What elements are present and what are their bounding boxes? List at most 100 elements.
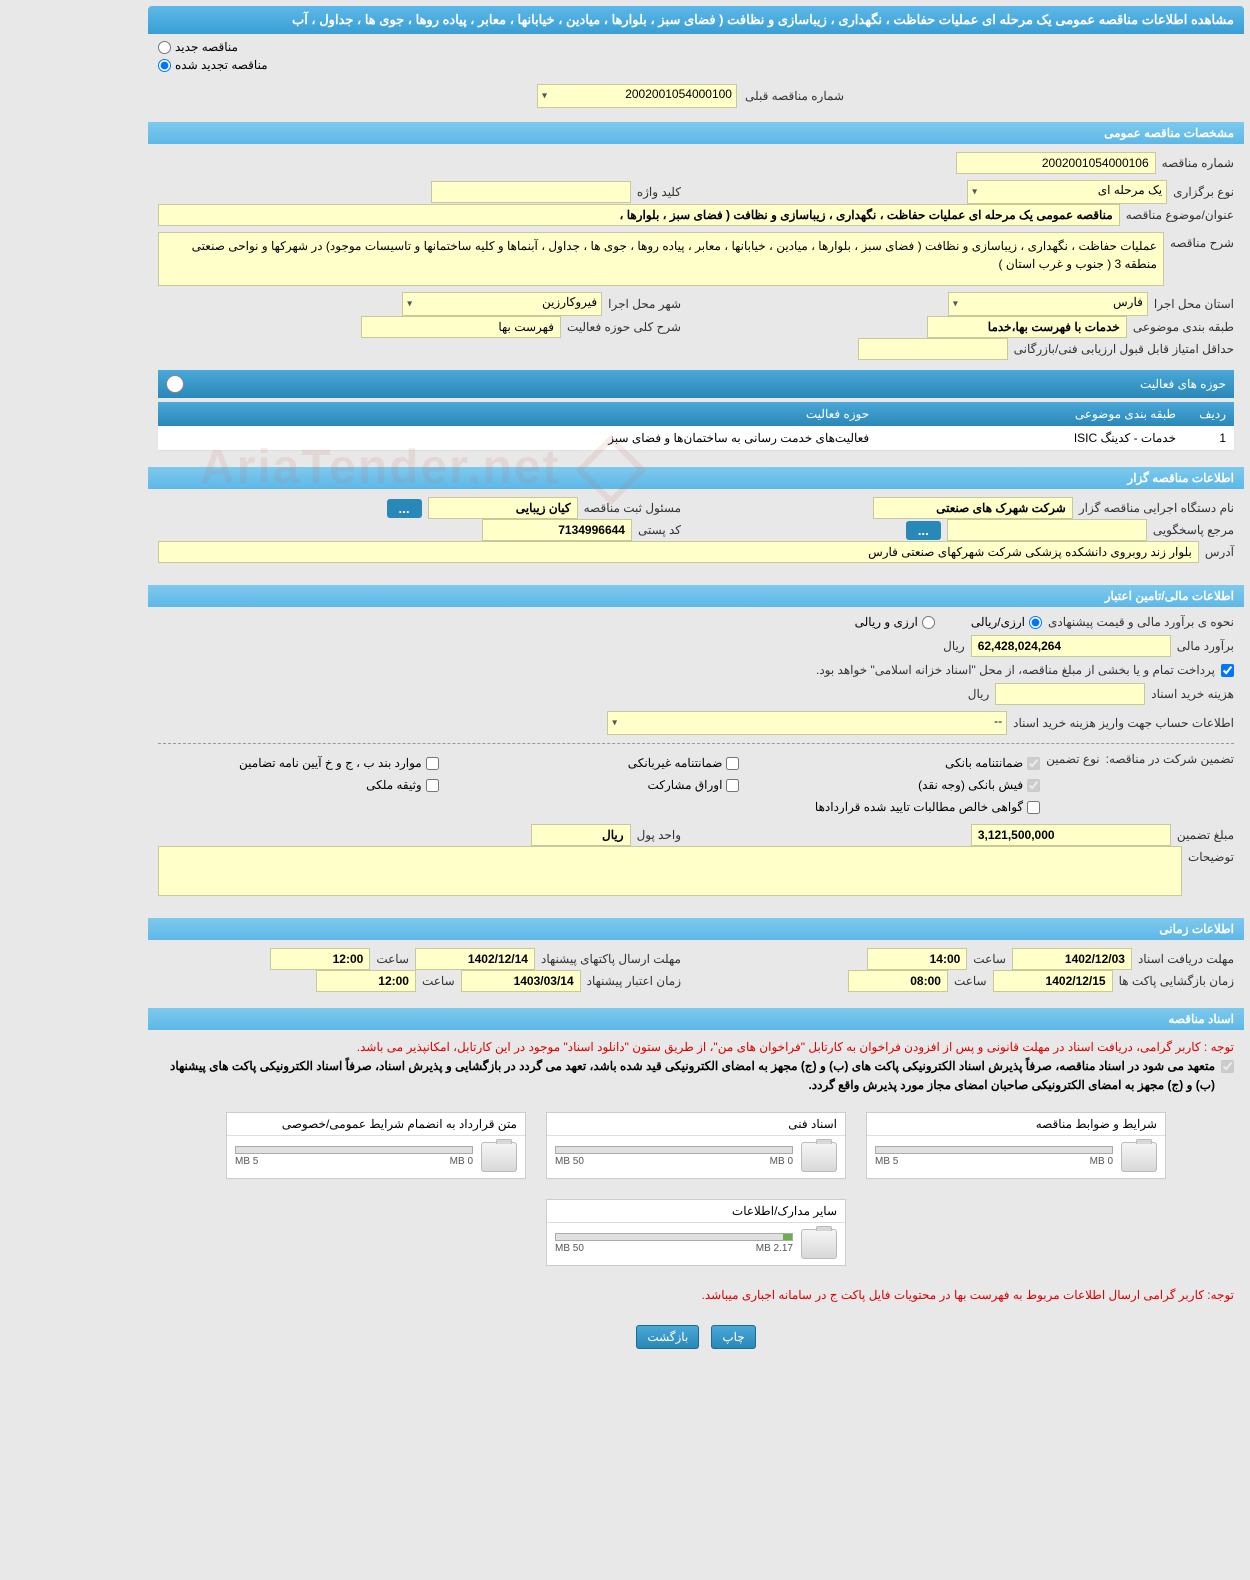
separator bbox=[158, 743, 1234, 744]
respond-label: مرجع پاسخگویی bbox=[1153, 523, 1234, 537]
radio-fx-and-rial[interactable] bbox=[922, 616, 935, 629]
keyword-label: کلید واژه bbox=[637, 185, 681, 199]
address-field[interactable]: بلوار زند روبروی دانشکده پزشکی شرکت شهرک… bbox=[158, 541, 1199, 563]
general-specs-body: شماره مناقصه 2002001054000106 نوع برگزار… bbox=[148, 144, 1244, 459]
commitment-checkbox[interactable] bbox=[1221, 1060, 1234, 1073]
section-financial: اطلاعات مالی/تامین اعتبار bbox=[148, 585, 1244, 607]
chk-nonbank-guarantee[interactable] bbox=[726, 757, 739, 770]
remarks-label: توضیحات bbox=[1188, 846, 1234, 864]
col-field: حوزه فعالیت bbox=[158, 402, 877, 426]
doc-cost-field[interactable] bbox=[995, 683, 1145, 705]
description-field[interactable]: عملیات حفاظت ، نگهداری ، زیباسازی و نظاف… bbox=[158, 232, 1164, 286]
file-box-title: متن قرارداد به انضمام شرایط عمومی/خصوصی bbox=[227, 1113, 525, 1136]
file-box-title: سایر مدارک/اطلاعات bbox=[547, 1200, 845, 1223]
chk-bond-cases[interactable] bbox=[426, 757, 439, 770]
tender-number-field[interactable]: 2002001054000106 bbox=[956, 152, 1156, 174]
exec-field[interactable]: شرکت شهرک های صنعتی bbox=[873, 497, 1073, 519]
activity-table-title: حوزه های فعالیت bbox=[1140, 377, 1226, 391]
ellipsis-button[interactable]: ... bbox=[387, 499, 422, 518]
chk-bank-guarantee[interactable] bbox=[1027, 757, 1040, 770]
prev-number-select[interactable]: 2002001054000100 ▾ bbox=[537, 84, 737, 108]
respond-field[interactable] bbox=[947, 519, 1147, 541]
receive-date-field[interactable]: 1402/12/03 bbox=[1012, 948, 1132, 970]
section-docs: اسناد مناقصه bbox=[148, 1008, 1244, 1030]
activity-scope-label: شرح کلی حوزه فعالیت bbox=[567, 320, 681, 334]
cell-row-num: 1 bbox=[1184, 426, 1234, 451]
category-field[interactable]: خدمات با فهرست بها،خدما bbox=[927, 316, 1127, 338]
guarantee-checkboxes: ضمانتنامه بانکی ضمانتنامه غیربانکی موارد… bbox=[158, 752, 1040, 818]
chk-bank-guarantee-label: ضمانتنامه بانکی bbox=[945, 756, 1023, 770]
chevron-down-icon: ▾ bbox=[612, 718, 617, 729]
file-used: 0 MB bbox=[450, 1156, 473, 1167]
estimate-field[interactable]: 62,428,024,264 bbox=[971, 635, 1171, 657]
activity-table-header: حوزه های فعالیت ⌃ bbox=[158, 370, 1234, 398]
guarantee-amount-field[interactable]: 3,121,500,000 bbox=[971, 824, 1171, 846]
estimate-label: برآورد مالی bbox=[1177, 639, 1234, 653]
chk-bond-cases-label: موارد بند ب ، ج و خ آیین نامه تضامین bbox=[239, 756, 422, 770]
open-time-field[interactable]: 08:00 bbox=[848, 970, 948, 992]
city-value: فیروکارزین bbox=[542, 295, 597, 309]
file-max: 5 MB bbox=[875, 1156, 898, 1167]
city-select[interactable]: فیروکارزین ▾ bbox=[402, 292, 602, 316]
financial-body: نحوه ی برآورد مالی و قیمت پیشنهادی ارزی/… bbox=[148, 607, 1244, 910]
col-row: ردیف bbox=[1184, 402, 1234, 426]
deposit-info-label: اطلاعات حساب جهت واریز هزینه خرید اسناد bbox=[1013, 716, 1234, 730]
keyword-field[interactable] bbox=[431, 181, 631, 203]
radio-new-tender[interactable] bbox=[158, 41, 171, 54]
min-score-label: حداقل امتیاز قابل قبول ارزیابی فنی/بازرگ… bbox=[1014, 342, 1234, 356]
guarantee-amount-label: مبلغ تضمین bbox=[1177, 828, 1234, 842]
receive-time-field[interactable]: 14:00 bbox=[867, 948, 967, 970]
radio-fx-rial[interactable] bbox=[1029, 616, 1042, 629]
receive-deadline-label: مهلت دریافت اسناد bbox=[1138, 952, 1234, 966]
open-date-field[interactable]: 1402/12/15 bbox=[993, 970, 1113, 992]
address-label: آدرس bbox=[1205, 545, 1234, 559]
chk-net-claims[interactable] bbox=[1027, 801, 1040, 814]
collapse-icon[interactable]: ⌃ bbox=[166, 375, 184, 393]
validity-date-field[interactable]: 1403/03/14 bbox=[461, 970, 581, 992]
col-category: طبقه بندی موضوعی bbox=[877, 402, 1184, 426]
back-button[interactable]: بازگشت bbox=[636, 1325, 699, 1349]
print-button[interactable]: چاپ bbox=[711, 1325, 755, 1349]
file-box[interactable]: متن قرارداد به انضمام شرایط عمومی/خصوصی … bbox=[226, 1112, 526, 1179]
prev-number-row: شماره مناقصه قبلی 2002001054000100 ▾ bbox=[148, 78, 1244, 114]
file-used: 0 MB bbox=[770, 1156, 793, 1167]
open-time-label: ساعت bbox=[954, 974, 987, 988]
file-box[interactable]: شرایط و ضوابط مناقصه 0 MB 5 MB bbox=[866, 1112, 1166, 1179]
file-box-title: اسناد فنی bbox=[547, 1113, 845, 1136]
treasury-checkbox[interactable] bbox=[1221, 664, 1234, 677]
holding-type-select[interactable]: یک مرحله ای ▾ bbox=[967, 180, 1167, 204]
min-score-field[interactable] bbox=[858, 338, 1008, 360]
ellipsis-button-2[interactable]: ... bbox=[906, 521, 941, 540]
unit-field[interactable]: ریال bbox=[531, 824, 631, 846]
file-box[interactable]: سایر مدارک/اطلاعات 2.17 MB 50 MB bbox=[546, 1199, 846, 1266]
reg-officer-field[interactable]: کیان زیبایی bbox=[428, 497, 578, 519]
send-time-label: ساعت bbox=[376, 952, 409, 966]
radio-renewed-tender[interactable] bbox=[158, 59, 171, 72]
send-date-field[interactable]: 1402/12/14 bbox=[415, 948, 535, 970]
activity-scope-field[interactable]: فهرست بها bbox=[361, 316, 561, 338]
file-max: 5 MB bbox=[235, 1156, 258, 1167]
section-general-specs: مشخصات مناقصه عمومی bbox=[148, 122, 1244, 144]
chevron-down-icon: ▾ bbox=[407, 299, 412, 310]
province-select[interactable]: فارس ▾ bbox=[948, 292, 1148, 316]
treasury-note: پرداخت تمام و یا بخشی از مبلغ مناقصه، از… bbox=[816, 663, 1215, 677]
docs-note-2: متعهد می شود در اسناد مناقصه، صرفاً پذیر… bbox=[158, 1057, 1215, 1095]
docs-body: توجه : کاربر گرامی، دریافت اسناد در مهلت… bbox=[148, 1030, 1244, 1313]
file-box[interactable]: اسناد فنی 0 MB 50 MB bbox=[546, 1112, 846, 1179]
chk-bank-receipt[interactable] bbox=[1027, 779, 1040, 792]
folder-icon bbox=[1121, 1142, 1157, 1172]
docs-note-1: توجه : کاربر گرامی، دریافت اسناد در مهلت… bbox=[158, 1038, 1234, 1057]
remarks-field[interactable] bbox=[158, 846, 1182, 896]
file-used: 0 MB bbox=[1090, 1156, 1113, 1167]
activity-table-wrapper: حوزه های فعالیت ⌃ ردیف طبقه بندی موضوعی … bbox=[158, 370, 1234, 451]
footer-buttons: چاپ بازگشت bbox=[148, 1313, 1244, 1361]
send-time-field[interactable]: 12:00 bbox=[270, 948, 370, 970]
province-value: فارس bbox=[1113, 295, 1143, 309]
radio-renewed-label: مناقصه تجدید شده bbox=[175, 58, 268, 72]
deposit-info-select[interactable]: -- ▾ bbox=[607, 711, 1007, 735]
postal-field[interactable]: 7134996644 bbox=[482, 519, 632, 541]
chk-participation[interactable] bbox=[726, 779, 739, 792]
chk-property[interactable] bbox=[426, 779, 439, 792]
subject-field[interactable]: مناقصه عمومی یک مرحله ای عملیات حفاظت ، … bbox=[158, 204, 1120, 226]
validity-time-field[interactable]: 12:00 bbox=[316, 970, 416, 992]
